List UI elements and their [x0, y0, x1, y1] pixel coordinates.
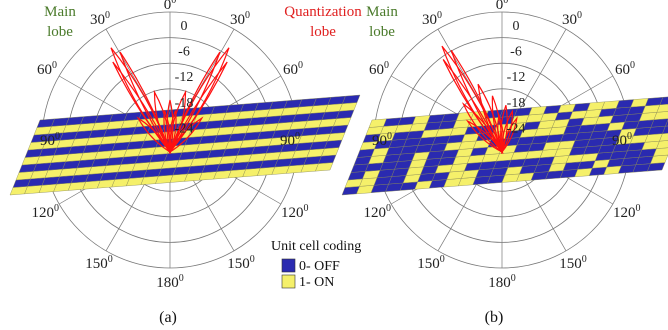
angle-label-r150: 1500: [227, 254, 255, 272]
legend-swatch: [281, 258, 296, 273]
angle-label-r150: 1500: [559, 254, 587, 272]
angle-label-bottom: 1800: [488, 273, 516, 291]
angle-label-top: 00: [496, 0, 509, 13]
angle-label-bottom: 1800: [156, 273, 184, 291]
panel-caption: (b): [485, 309, 504, 326]
angle-label-l60: 600: [369, 60, 389, 78]
radial-label: 0: [181, 19, 188, 34]
unit-cell: [653, 147, 668, 157]
lobe-curve: [501, 116, 518, 155]
lobe-curve: [497, 112, 504, 155]
panel-b: 00 300 300 600 600 900 900 1200 1200 1500 1500 1800…: [341, 0, 668, 326]
panel-caption: (a): [159, 309, 177, 326]
angle-label-r60: 600: [615, 60, 635, 78]
angle-label-top: 00: [164, 0, 177, 13]
lobe-curve: [163, 110, 172, 153]
lobe-curve: [112, 61, 171, 153]
angle-label-r120: 1200: [281, 203, 309, 221]
radiation-lobes: [441, 45, 518, 155]
angle-label-l30: 300: [90, 10, 110, 28]
radial-label: -24: [175, 121, 194, 136]
metasurface-plate: [9, 94, 361, 196]
radial-label: -6: [510, 45, 522, 60]
angle-label-l120: 1200: [32, 203, 60, 221]
lobe-curve: [153, 91, 171, 153]
radial-label: -12: [175, 70, 194, 85]
lobe-curve: [169, 117, 203, 153]
angle-label-r30: 300: [562, 10, 582, 28]
angle-label-r30: 300: [230, 10, 250, 28]
lobe-curve: [168, 110, 177, 153]
radial-label: -18: [175, 96, 194, 111]
lobe-curve: [137, 117, 171, 153]
lobe-curve: [169, 91, 187, 153]
unit-cell: [342, 94, 361, 104]
main-lobe-label: Main: [44, 4, 76, 20]
angle-label-r90: 900: [612, 131, 632, 149]
legend-label: 1- ON: [299, 275, 334, 290]
lobe-curve: [491, 95, 503, 153]
lobe-curve: [166, 99, 174, 153]
main-lobe-label: Main: [366, 4, 398, 20]
radial-label: -24: [507, 121, 526, 136]
lobe-curve: [461, 102, 504, 154]
quantization-lobe-label: Quantization: [284, 4, 362, 20]
angle-label-l60: 600: [37, 60, 57, 78]
angle-label-l150: 1500: [85, 254, 113, 272]
unit-cell: [659, 96, 668, 105]
angle-label-r90: 900: [280, 131, 300, 149]
radial-label: -6: [178, 45, 190, 60]
angle-label-l90: 900: [40, 131, 60, 149]
angle-label-l150: 1500: [417, 254, 445, 272]
unit-cell: [656, 140, 668, 149]
radial-label: 0: [513, 19, 520, 34]
angle-label-l30: 300: [422, 10, 442, 28]
main-lobe-label: lobe: [369, 24, 395, 40]
unit-cell: [656, 103, 668, 113]
unit-cell: [650, 118, 668, 128]
unit-cell: [665, 119, 668, 127]
quantization-lobe-label: lobe: [310, 24, 336, 40]
legend-title: Unit cell coding: [271, 239, 361, 254]
radiation-lobes: [110, 47, 230, 153]
main-lobe-label: lobe: [47, 24, 73, 40]
angle-label-r120: 1200: [613, 203, 641, 221]
radial-label: -18: [507, 96, 526, 111]
legend-label: 0- OFF: [299, 259, 340, 274]
unit-cell: [650, 154, 668, 164]
lobe-curve: [442, 59, 503, 153]
panel-a: 00 300 300 600 600 900 900 1200 1200 1500 1500 1800…: [9, 0, 362, 326]
unit-cell: [662, 125, 668, 134]
unit-cell: [659, 133, 668, 142]
lobe-curve: [169, 61, 228, 153]
radial-label: -12: [507, 70, 526, 85]
legend-swatch: [281, 274, 296, 289]
lobe-curve: [465, 119, 504, 154]
angle-label-l120: 1200: [364, 203, 392, 221]
angle-label-l90: 900: [372, 131, 392, 149]
angle-label-r60: 600: [283, 60, 303, 78]
unit-cell: [653, 111, 668, 120]
